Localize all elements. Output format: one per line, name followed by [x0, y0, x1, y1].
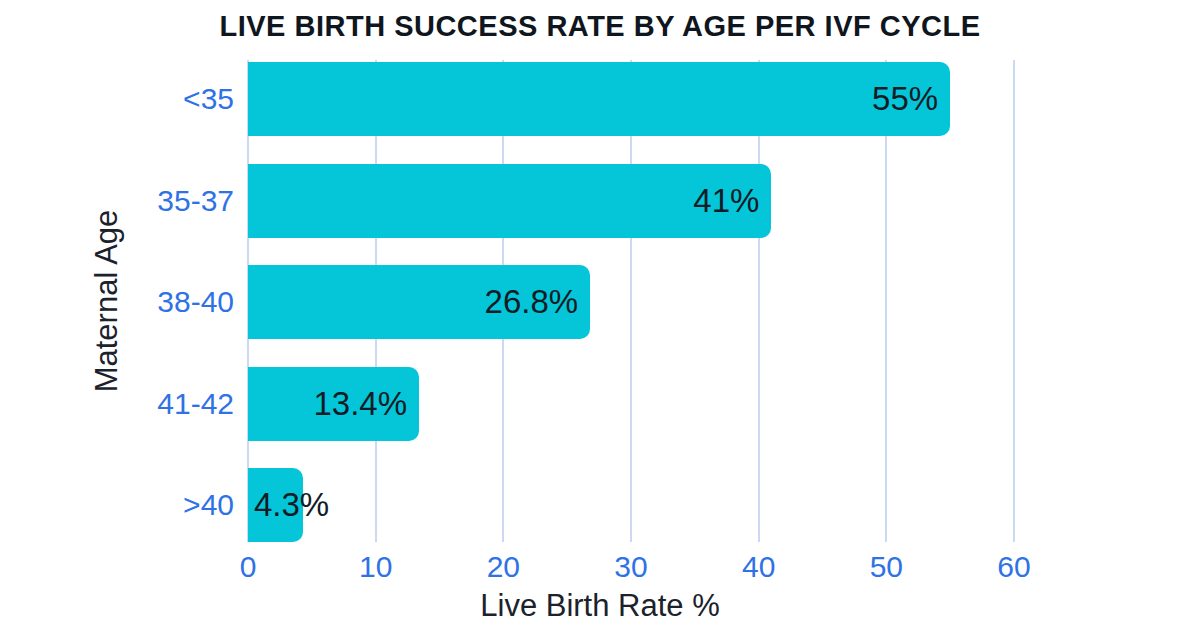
value-label-<35: 55% — [248, 82, 938, 116]
value-label-35-37: 41% — [248, 184, 759, 218]
category-label-35-37: 35-37 — [0, 185, 234, 217]
x-tick-10: 10 — [326, 551, 426, 583]
value-label-41-42: 13.4% — [248, 387, 407, 421]
category-label->40: >40 — [0, 489, 234, 521]
x-tick-20: 20 — [453, 551, 553, 583]
category-label-<35: <35 — [0, 83, 234, 115]
x-tick-50: 50 — [836, 551, 936, 583]
chart-title: LIVE BIRTH SUCCESS RATE BY AGE PER IVF C… — [0, 10, 1200, 43]
x-tick-0: 0 — [198, 551, 298, 583]
chart-canvas: LIVE BIRTH SUCCESS RATE BY AGE PER IVF C… — [0, 0, 1200, 628]
category-label-41-42: 41-42 — [0, 388, 234, 420]
x-tick-40: 40 — [709, 551, 809, 583]
value-label->40: 4.3% — [254, 488, 474, 522]
x-tick-60: 60 — [964, 551, 1064, 583]
x-axis-title: Live Birth Rate % — [0, 588, 1200, 624]
value-label-38-40: 26.8% — [248, 285, 578, 319]
x-tick-30: 30 — [581, 551, 681, 583]
plot-area: 55% 41% 26.8% 13.4% 4.3% — [248, 60, 1014, 542]
gridline-x-60 — [1013, 60, 1015, 542]
category-label-38-40: 38-40 — [0, 286, 234, 318]
